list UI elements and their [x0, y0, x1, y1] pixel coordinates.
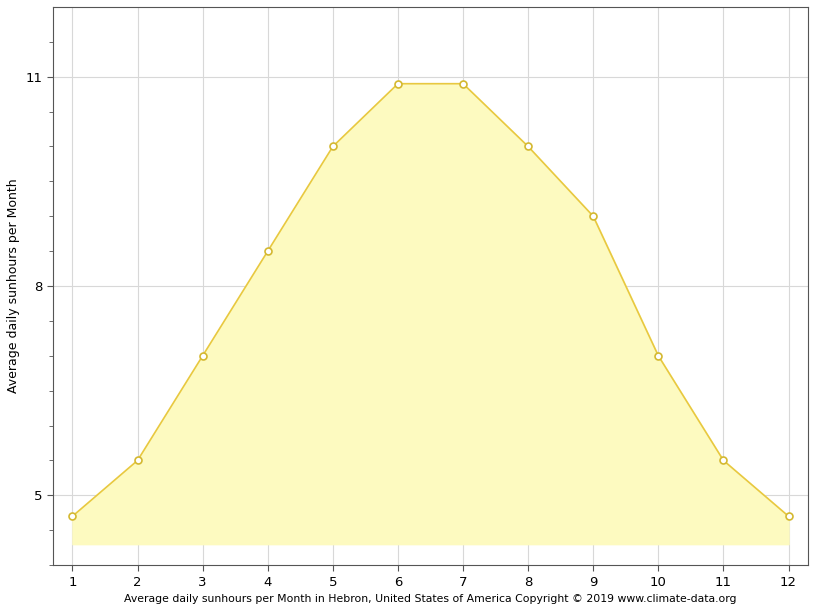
X-axis label: Average daily sunhours per Month in Hebron, United States of America Copyright ©: Average daily sunhours per Month in Hebr…: [124, 594, 737, 604]
Y-axis label: Average daily sunhours per Month: Average daily sunhours per Month: [7, 178, 20, 393]
